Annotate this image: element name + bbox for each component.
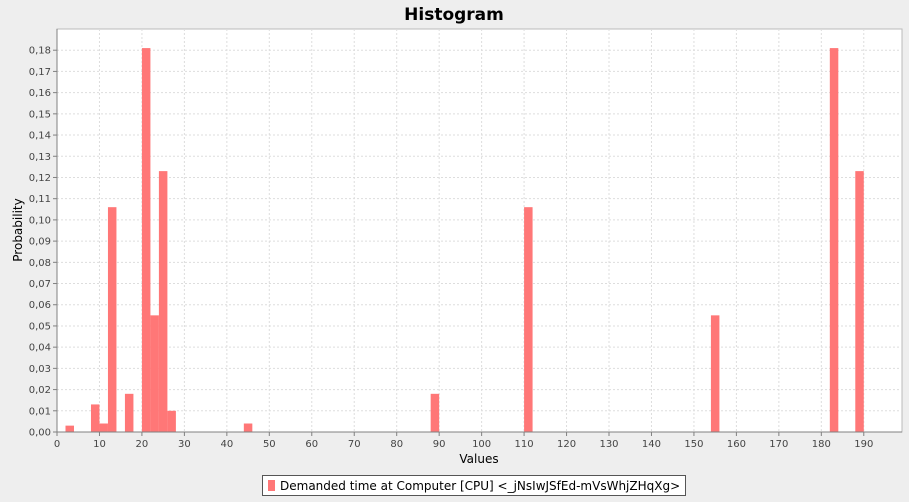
x-tick-label: 110 <box>515 439 534 450</box>
chart-title: Histogram <box>404 5 504 25</box>
x-ticks: 0 10 20 30 40 50 60 70 80 90 100 110 120 130 140 150 160… <box>54 432 873 450</box>
x-tick-label: 20 <box>136 439 149 450</box>
x-tick-label: 30 <box>178 439 191 450</box>
histogram-bar <box>829 48 839 432</box>
histogram-bar <box>141 48 151 432</box>
histogram-bar <box>430 393 440 432</box>
y-tick-label: 0,03 <box>29 364 51 375</box>
y-tick-label: 0,16 <box>29 88 51 99</box>
x-tick-label: 180 <box>812 439 831 450</box>
histogram-bar <box>99 423 108 432</box>
y-tick-label: 0,06 <box>29 300 51 311</box>
y-tick-label: 0,15 <box>29 109 51 120</box>
legend-label: Demanded time at Computer [CPU] <_jNsIwJ… <box>280 478 681 493</box>
y-ticks: 0,00 0,01 0,02 0,03 0,04 0,05 0,06 0,07 0,08 0,09… <box>29 46 57 439</box>
x-tick-label: 120 <box>557 439 576 450</box>
x-tick-label: 50 <box>263 439 276 450</box>
plot-area <box>56 28 903 433</box>
histogram-bar <box>90 404 100 432</box>
legend-swatch <box>268 480 275 491</box>
grid-lines <box>56 29 902 433</box>
histogram-bar <box>855 171 864 432</box>
y-tick-label: 0,05 <box>29 321 51 332</box>
y-tick-label: 0,12 <box>29 173 51 184</box>
y-tick-label: 0,02 <box>29 385 51 396</box>
legend: Demanded time at Computer [CPU] <_jNsIwJ… <box>262 475 687 496</box>
histogram-bar <box>107 207 117 432</box>
x-tick-label: 150 <box>684 439 703 450</box>
histogram-bar <box>167 410 176 432</box>
x-tick-label: 0 <box>54 439 60 450</box>
x-tick-label: 140 <box>642 439 661 450</box>
y-tick-label: 0,11 <box>29 194 51 205</box>
y-tick-label: 0,14 <box>29 131 51 142</box>
axes <box>56 29 902 433</box>
y-tick-label: 0,00 <box>29 428 51 439</box>
y-tick-label: 0,09 <box>29 237 51 248</box>
x-tick-label: 190 <box>854 439 873 450</box>
y-tick-label: 0,18 <box>29 46 51 57</box>
histogram-bar <box>710 315 720 432</box>
x-axis-label: Values <box>459 452 498 466</box>
y-axis-label: Probability <box>11 198 25 261</box>
histogram-bar <box>243 423 253 432</box>
y-tick-label: 0,04 <box>29 343 51 354</box>
x-tick-label: 10 <box>93 439 106 450</box>
bars <box>65 48 864 432</box>
histogram-bar <box>158 171 168 432</box>
histogram-bar <box>524 207 533 432</box>
y-tick-label: 0,17 <box>29 67 51 78</box>
histogram-bar <box>65 425 74 432</box>
x-tick-label: 90 <box>433 439 446 450</box>
histogram-bar <box>150 315 159 432</box>
y-tick-label: 0,07 <box>29 279 51 290</box>
x-tick-label: 40 <box>220 439 233 450</box>
y-tick-label: 0,10 <box>29 215 51 226</box>
x-tick-label: 130 <box>599 439 618 450</box>
x-tick-label: 80 <box>390 439 403 450</box>
x-tick-label: 160 <box>727 439 746 450</box>
histogram-bar <box>124 393 134 432</box>
x-tick-label: 170 <box>769 439 788 450</box>
y-tick-label: 0,13 <box>29 152 51 163</box>
x-tick-label: 70 <box>348 439 361 450</box>
x-tick-label: 100 <box>472 439 491 450</box>
x-tick-label: 60 <box>305 439 318 450</box>
y-tick-label: 0,01 <box>29 406 51 417</box>
y-tick-label: 0,08 <box>29 258 51 269</box>
